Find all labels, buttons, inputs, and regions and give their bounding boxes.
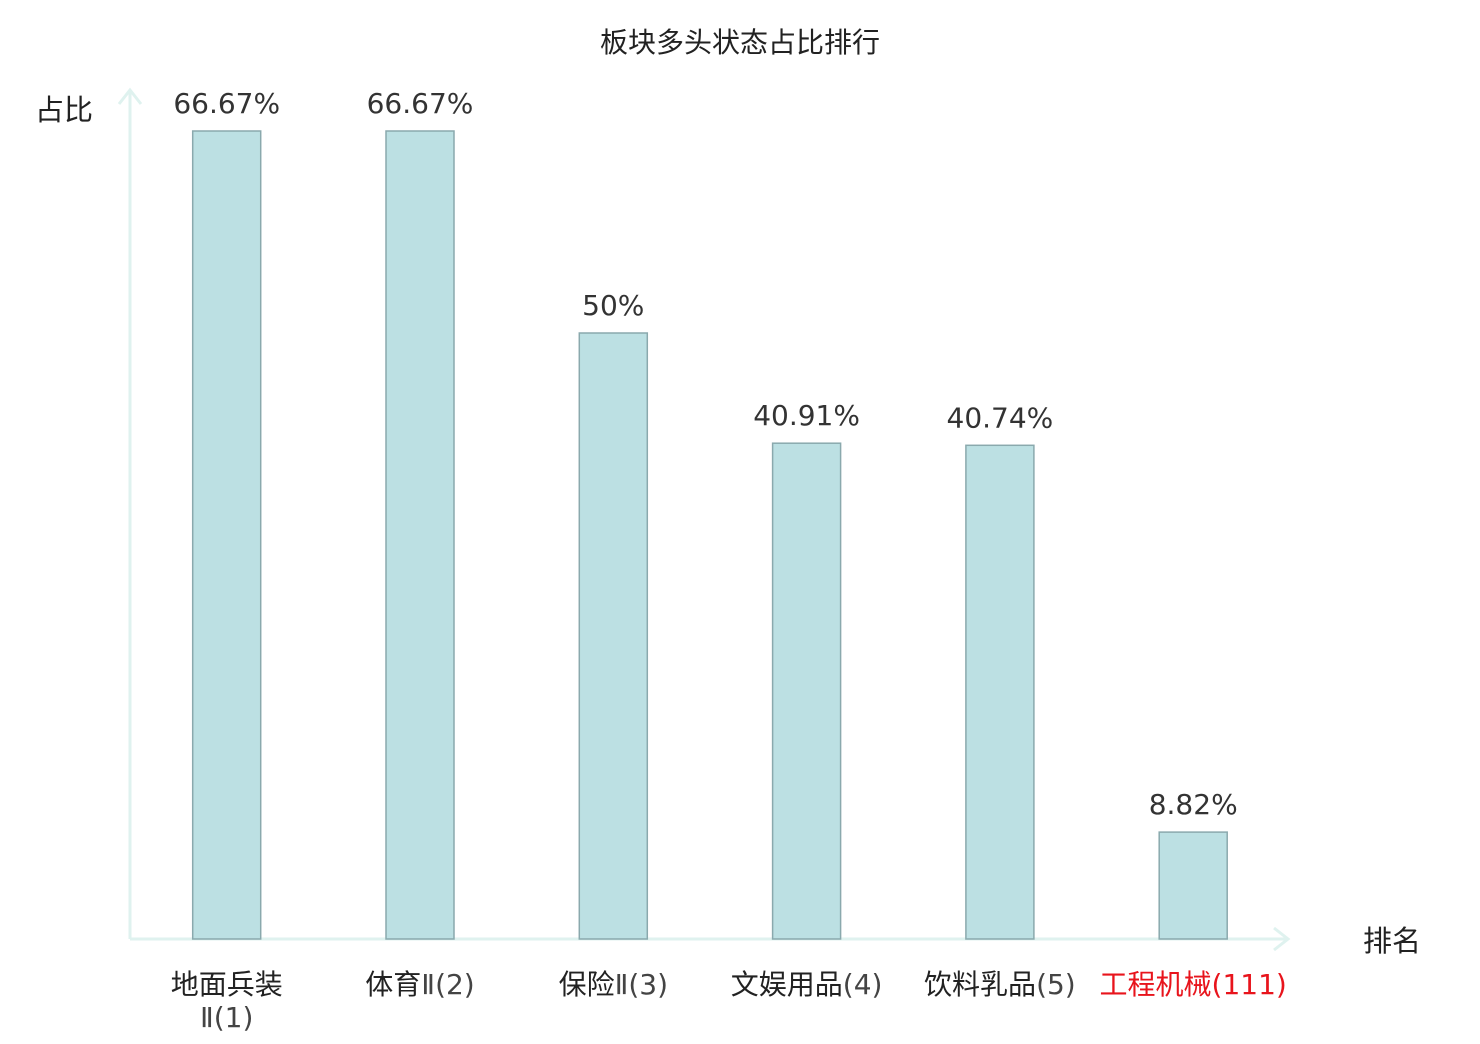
x-tick-label: 文娱用品(4) bbox=[731, 968, 883, 1001]
axes bbox=[117, 87, 1291, 952]
data-label: 8.82% bbox=[1149, 788, 1238, 821]
x-axis-arrow bbox=[1273, 926, 1291, 952]
data-label: 40.91% bbox=[753, 399, 860, 432]
bar bbox=[965, 444, 1035, 940]
bar bbox=[578, 332, 649, 940]
bar bbox=[771, 442, 842, 940]
bar bbox=[1158, 831, 1228, 940]
y-axis-arrow bbox=[117, 87, 143, 105]
data-label: 66.67% bbox=[173, 87, 280, 120]
x-tick-label: 饮料乳品(5) bbox=[924, 968, 1076, 1001]
x-tick-label: 体育Ⅱ(2) bbox=[365, 968, 474, 1001]
y-axis-label: 占比 bbox=[35, 93, 93, 127]
x-tick-label: 保险Ⅱ(3) bbox=[559, 968, 668, 1001]
chart-title: 板块多头状态占比排行 bbox=[600, 26, 880, 59]
bars-group bbox=[191, 130, 1228, 940]
data-label: 50% bbox=[582, 289, 644, 322]
data-label: 40.74% bbox=[947, 401, 1054, 434]
bar bbox=[385, 130, 455, 940]
x-tick-label: 地面兵装 bbox=[171, 968, 283, 1001]
x-tick-label: Ⅱ(1) bbox=[200, 1001, 253, 1034]
bar bbox=[191, 130, 262, 940]
x-axis-label: 排名 bbox=[1363, 924, 1421, 958]
data-label: 66.67% bbox=[367, 87, 474, 120]
data-labels-group: 66.67% 66.67% 50% 40.91% 40.74% 8.82% bbox=[173, 87, 1237, 821]
x-tick-label: 工程机械(111) bbox=[1100, 968, 1287, 1001]
